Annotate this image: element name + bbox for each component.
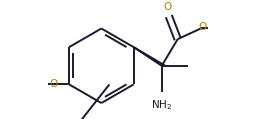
- Text: O: O: [163, 2, 171, 12]
- Text: O: O: [49, 79, 57, 89]
- Text: NH$_2$: NH$_2$: [151, 98, 172, 112]
- Text: O: O: [198, 22, 207, 32]
